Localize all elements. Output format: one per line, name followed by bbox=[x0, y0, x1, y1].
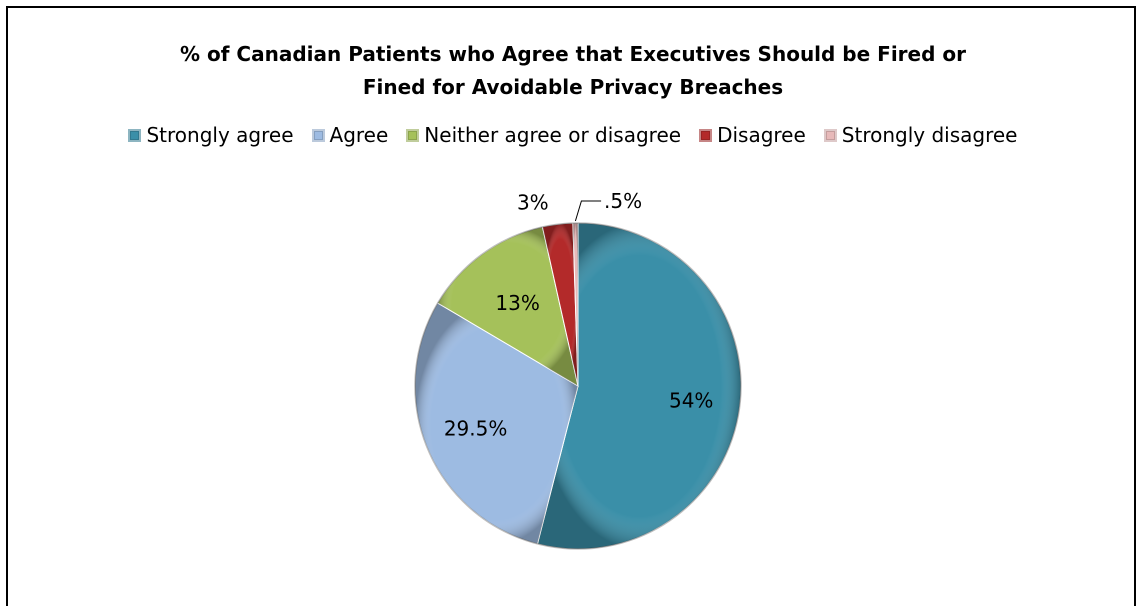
legend-swatch-neither bbox=[406, 128, 420, 142]
pie-slice-shade-agree bbox=[415, 303, 578, 544]
pie-labels: 54% 29.5% 13% 3% .5% bbox=[444, 189, 714, 440]
data-label-disagree: 3% bbox=[517, 190, 549, 214]
legend-swatch-strongly-agree bbox=[128, 128, 142, 142]
legend-item-strongly-agree: Strongly agree bbox=[128, 123, 294, 147]
pie-slices bbox=[414, 222, 742, 550]
legend-swatch-agree bbox=[311, 128, 325, 142]
chart-title-line-2: Fined for Avoidable Privacy Breaches bbox=[362, 75, 784, 99]
legend-label-strongly-agree: Strongly agree bbox=[146, 123, 294, 147]
legend-item-neither: Neither agree or disagree bbox=[406, 123, 681, 147]
legend-label-strongly-disagree: Strongly disagree bbox=[841, 123, 1018, 147]
pie-slice-shade-strongly-disagree bbox=[572, 223, 578, 386]
data-label-strongly-disagree: .5% bbox=[604, 189, 642, 213]
chart-title: % of Canadian Patients who Agree that Ex… bbox=[8, 38, 1138, 104]
legend-label-neither: Neither agree or disagree bbox=[424, 123, 682, 147]
legend-item-agree: Agree bbox=[311, 123, 389, 147]
pie-slice-shade-disagree bbox=[542, 223, 578, 386]
data-label-agree: 29.5% bbox=[444, 416, 508, 440]
pie-slice-shade-neither bbox=[437, 226, 578, 386]
legend-item-disagree: Disagree bbox=[699, 123, 806, 147]
data-label-strongly-agree: 54% bbox=[669, 388, 713, 412]
legend-label-disagree: Disagree bbox=[717, 123, 806, 147]
legend-swatch-disagree bbox=[699, 128, 713, 142]
pie-slice-shade-strongly-agree bbox=[537, 223, 742, 549]
data-label-neither: 13% bbox=[495, 291, 539, 315]
legend-item-strongly-disagree: Strongly disagree bbox=[823, 123, 1018, 147]
chart-legend: Strongly agree Agree Neither agree or di… bbox=[8, 123, 1138, 147]
pie-rim bbox=[414, 222, 742, 550]
leader-line-strongly-disagree bbox=[574, 200, 602, 222]
legend-label-agree: Agree bbox=[329, 123, 389, 147]
legend-swatch-strongly-disagree bbox=[823, 128, 837, 142]
chart-title-line-1: % of Canadian Patients who Agree that Ex… bbox=[180, 42, 966, 66]
